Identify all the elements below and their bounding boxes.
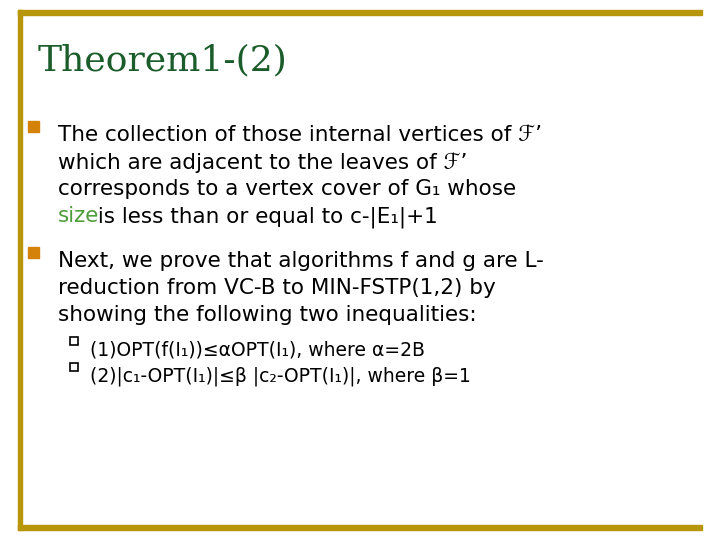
- Text: showing the following two inequalities:: showing the following two inequalities:: [58, 305, 477, 325]
- Text: Theorem1-(2): Theorem1-(2): [38, 43, 288, 77]
- Text: (1)OPT(f(I₁))≤αOPT(I₁), where α=2B: (1)OPT(f(I₁))≤αOPT(I₁), where α=2B: [90, 340, 425, 359]
- Text: corresponds to a vertex cover of G₁ whose: corresponds to a vertex cover of G₁ whos…: [58, 179, 516, 199]
- Bar: [28, 121, 39, 132]
- Text: (2)|c₁-OPT(I₁)|≤β |c₂-OPT(I₁)|, where β=1: (2)|c₁-OPT(I₁)|≤β |c₂-OPT(I₁)|, where β=…: [90, 366, 471, 386]
- Text: reduction from VC-B to MIN-FSTP(1,2) by: reduction from VC-B to MIN-FSTP(1,2) by: [58, 278, 496, 298]
- Text: is less than or equal to c-|E₁|+1: is less than or equal to c-|E₁|+1: [91, 206, 438, 227]
- Text: size: size: [58, 206, 99, 226]
- Text: The collection of those internal vertices of ℱ’: The collection of those internal vertice…: [58, 125, 542, 145]
- Bar: [70, 363, 78, 371]
- Text: Next, we prove that algorithms f and g are L-: Next, we prove that algorithms f and g a…: [58, 251, 544, 271]
- Bar: [18, 10, 22, 530]
- Bar: [70, 337, 78, 345]
- Bar: [28, 247, 39, 258]
- Text: which are adjacent to the leaves of ℱ’: which are adjacent to the leaves of ℱ’: [58, 152, 467, 173]
- Bar: [18, 10, 702, 15]
- Bar: [18, 525, 702, 530]
